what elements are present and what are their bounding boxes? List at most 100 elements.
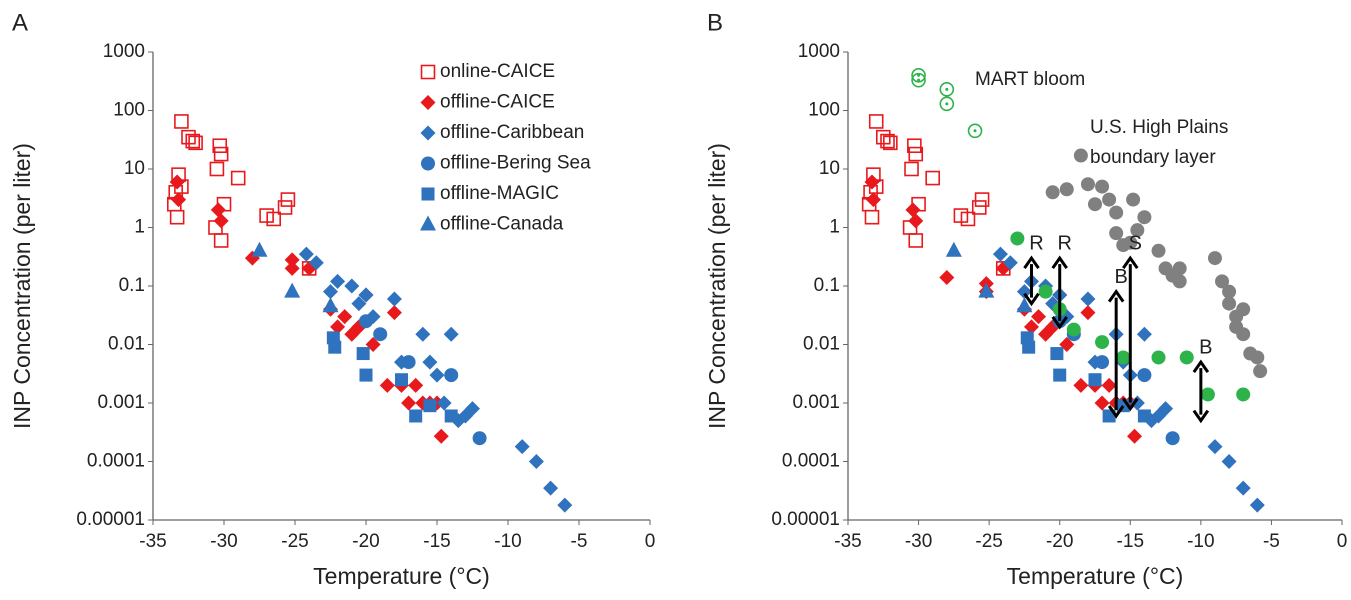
marker xyxy=(444,409,458,423)
marker xyxy=(1179,350,1194,365)
marker xyxy=(169,174,185,190)
marker xyxy=(939,269,955,285)
y-tick-label: 100 xyxy=(113,100,145,121)
marker xyxy=(330,319,346,335)
marker xyxy=(358,287,374,303)
marker xyxy=(472,431,487,446)
y-tick-label: 1 xyxy=(134,217,145,238)
x-tick-label: -15 xyxy=(1117,531,1144,552)
marker xyxy=(1126,192,1141,207)
x-tick-label: -20 xyxy=(352,531,379,552)
marker xyxy=(1215,274,1230,289)
marker xyxy=(171,192,187,208)
marker xyxy=(284,282,301,298)
marker xyxy=(1127,428,1143,444)
marker xyxy=(436,395,452,411)
marker xyxy=(1130,223,1145,238)
marker xyxy=(213,233,229,248)
x-tick-label: 0 xyxy=(645,531,656,552)
marker xyxy=(444,368,459,383)
y-tick-label: 0.1 xyxy=(814,275,840,296)
marker xyxy=(401,355,416,370)
marker xyxy=(1172,274,1187,289)
marker xyxy=(188,135,203,151)
y-tick-label: 1 xyxy=(829,217,840,238)
arrow-label: R xyxy=(1029,232,1043,254)
panel: B 0.00001 0.0001 0.001 0.01 0.1 1 10 100 1000 -35 -… xyxy=(704,9,1347,589)
marker xyxy=(908,233,924,248)
panel: A 0.00001 0.0001 0.001 0.01 0.1 1 10 100 1000 -35 -… xyxy=(9,9,655,589)
x-axis-title: Temperature (°C) xyxy=(313,563,490,589)
x-tick-label: -10 xyxy=(1187,531,1214,552)
marker xyxy=(1016,284,1032,300)
x-tick-label: -10 xyxy=(494,531,521,552)
marker xyxy=(408,377,424,393)
marker xyxy=(1094,395,1110,411)
legend-label: offline-Canada xyxy=(440,214,564,235)
arrow-head xyxy=(1122,397,1139,412)
marker xyxy=(883,135,898,151)
marker xyxy=(1101,377,1117,393)
marker xyxy=(422,354,438,370)
marker xyxy=(1080,305,1096,321)
marker xyxy=(868,114,884,129)
marker xyxy=(420,64,436,80)
marker xyxy=(1165,431,1180,446)
marker xyxy=(1023,319,1039,335)
marker xyxy=(911,67,926,83)
marker xyxy=(925,170,940,186)
marker xyxy=(465,401,480,417)
marker xyxy=(1022,340,1036,354)
marker xyxy=(1095,355,1110,370)
panel-label: A xyxy=(12,9,28,36)
x-tick-label: -5 xyxy=(571,531,588,552)
y-tick-label: 10 xyxy=(124,158,145,179)
marker xyxy=(337,309,353,325)
marker xyxy=(330,273,346,289)
x-axis-title: Temperature (°C) xyxy=(1007,563,1184,589)
marker xyxy=(1207,439,1223,455)
marker xyxy=(1151,350,1166,365)
marker xyxy=(1236,327,1251,342)
y-tick-label: 0.001 xyxy=(97,392,145,413)
x-tick-label: -15 xyxy=(423,531,450,552)
marker xyxy=(328,340,342,354)
marker xyxy=(379,377,395,393)
marker xyxy=(212,138,228,154)
arrow-head xyxy=(1122,255,1139,269)
marker xyxy=(865,192,881,208)
marker xyxy=(1031,309,1047,325)
marker xyxy=(1137,368,1152,383)
legend-label: offline-Caribbean xyxy=(440,122,584,143)
marker-dot xyxy=(945,102,949,106)
marker xyxy=(1050,347,1064,361)
marker xyxy=(423,399,437,413)
marker xyxy=(1222,284,1237,299)
y-tick-label: 1000 xyxy=(798,41,840,62)
annotation: boundary layer xyxy=(1090,147,1216,168)
marker xyxy=(1095,179,1110,194)
marker xyxy=(992,246,1008,262)
marker xyxy=(1073,377,1089,393)
marker xyxy=(904,161,919,177)
marker xyxy=(284,252,300,268)
marker xyxy=(1250,350,1265,365)
x-tick-label: -35 xyxy=(139,531,166,552)
marker xyxy=(1109,226,1124,241)
marker xyxy=(429,367,445,383)
marker xyxy=(1221,454,1237,469)
x-tick-label: -30 xyxy=(210,531,237,552)
legend-label: offline-Bering Sea xyxy=(440,153,591,174)
y-tick-label: 10 xyxy=(819,158,840,179)
marker xyxy=(1052,314,1067,329)
marker xyxy=(1236,387,1251,402)
marker xyxy=(415,326,431,342)
marker xyxy=(945,241,962,257)
y-axis-title: INP Concentration (per liter) xyxy=(704,143,730,429)
marker xyxy=(1088,373,1102,387)
marker xyxy=(908,213,924,229)
arrow-head xyxy=(1023,255,1040,269)
marker xyxy=(1010,231,1025,246)
y-tick-label: 0.00001 xyxy=(76,509,145,530)
marker xyxy=(1151,243,1166,258)
